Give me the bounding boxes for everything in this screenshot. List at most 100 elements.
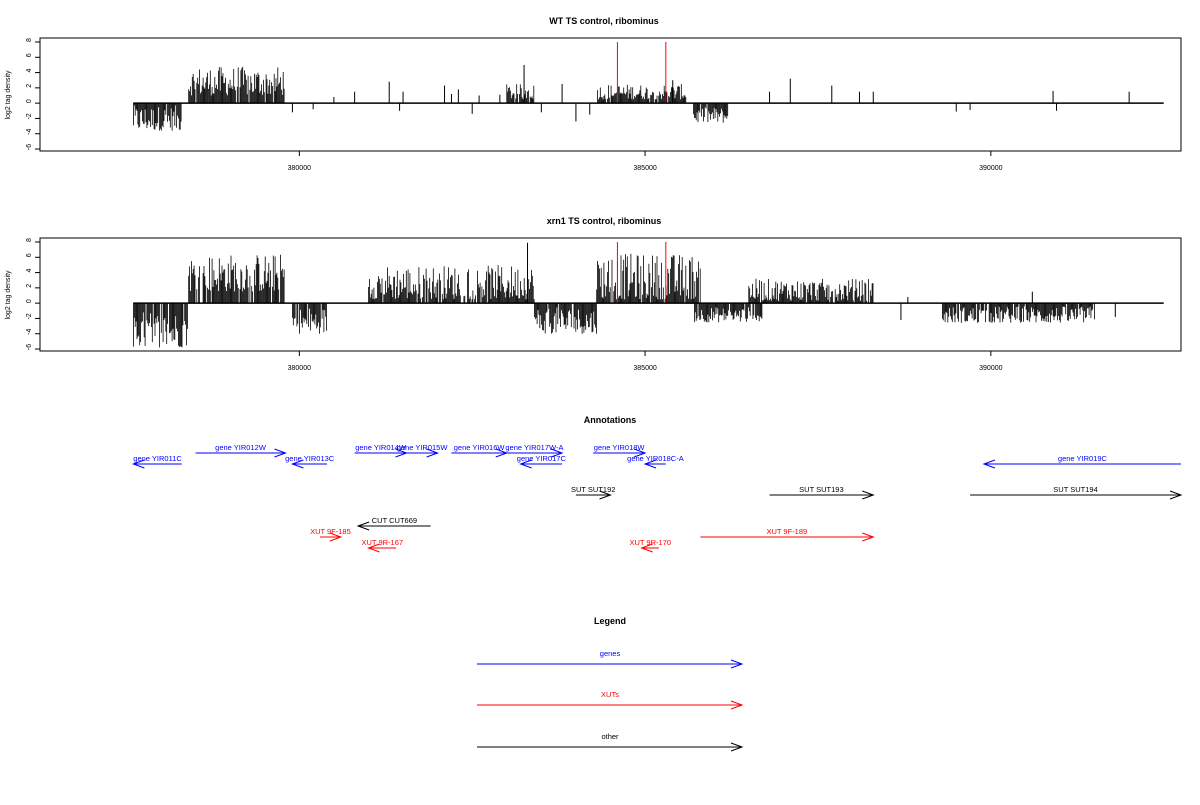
y-tick-label: 6 (26, 253, 33, 257)
legend-label: XUTs (601, 690, 619, 699)
y-tick-label: -2 (26, 113, 33, 119)
feature-label: gene YIR019C (1058, 454, 1108, 463)
annotation-feature: SUT SUT194 (970, 485, 1183, 500)
annotation-feature: gene YIR018C-A (627, 454, 684, 469)
feature-label: gene YIR018C-A (627, 454, 684, 463)
feature-arrow-arrowhead (640, 543, 653, 553)
legend-items: genes XUTs other (477, 649, 744, 752)
feature-label: gene YIR014W (355, 443, 407, 452)
x-tick-label: 380000 (288, 365, 311, 372)
feature-label: XUT 9R-167 (362, 538, 404, 547)
feature-arrow-arrowhead (1169, 490, 1183, 500)
annotation-feature: SUT SUT193 (769, 485, 875, 500)
feature-arrow-arrowhead (426, 448, 440, 458)
wt-density-panel: WT TS control, ribominus log2 tag densit… (5, 16, 1182, 172)
feature-label: gene YIR011C (133, 454, 182, 463)
annotation-feature: XUT 9F-185 (310, 527, 351, 542)
y-tick-label: 8 (26, 38, 33, 42)
feature-label: gene YIR015W (397, 443, 449, 452)
feature-arrow-arrowhead (862, 532, 875, 542)
feature-label: gene YIR013C (285, 454, 335, 463)
feature-arrow-arrowhead (356, 521, 370, 531)
annotation-feature: gene YIR014W (354, 443, 408, 458)
legend-item: XUTs (477, 690, 744, 710)
xrn1-y-axis-label: log2 tag density (5, 270, 12, 320)
feature-label: SUT SUT193 (799, 485, 843, 494)
y-tick-label: 4 (26, 269, 33, 273)
y-tick-label: 6 (26, 53, 33, 57)
feature-label: gene YIR017C (517, 454, 567, 463)
feature-label: gene YIR017W-A (505, 443, 563, 452)
feature-arrow-arrowhead (290, 459, 304, 469)
xrn1-y-axis: 8 6 4 2 0 -2 -4 -6 (26, 238, 40, 350)
annotation-feature: XUT 9F-189 (700, 527, 875, 542)
annotation-feature: CUT CUT669 (356, 516, 431, 531)
feature-list: gene YIR011C gene YIR012W gene YIR013C gene… (131, 443, 1183, 553)
y-tick-label: 4 (26, 69, 33, 73)
feature-label: XUT 9F-185 (310, 527, 351, 536)
y-tick-label: 8 (26, 238, 33, 242)
legend-arrow-arrowhead (730, 742, 744, 752)
annotation-feature: gene YIR017W-A (505, 443, 564, 458)
feature-arrow-arrowhead (367, 543, 380, 553)
xrn1-panel-title: xrn1 TS control, ribominus (547, 216, 662, 226)
y-tick-label: -6 (26, 344, 33, 350)
xrn1-plot-frame (39, 237, 1182, 352)
feature-label: CUT CUT669 (372, 516, 417, 525)
feature-label: gene YIR012W (215, 443, 267, 452)
feature-arrow-arrowhead (329, 532, 343, 542)
feature-label: SUT SUT194 (1053, 485, 1097, 494)
annotation-feature: XUT 9R-167 (362, 538, 404, 553)
feature-arrow-arrowhead (862, 490, 875, 500)
feature-arrow-arrowhead (395, 448, 408, 458)
x-tick-label: 390000 (979, 365, 1002, 372)
x-tick-label: 390000 (979, 165, 1002, 172)
x-tick-label: 385000 (633, 365, 656, 372)
x-tick-label: 380000 (288, 165, 311, 172)
legend-label: genes (600, 649, 621, 658)
y-tick-label: -4 (26, 129, 33, 135)
xrn1-density-bars (132, 242, 1116, 348)
y-tick-label: -2 (26, 313, 33, 319)
y-tick-label: 2 (26, 284, 33, 288)
y-tick-label: 0 (26, 99, 33, 103)
feature-arrow-arrowhead (599, 490, 612, 500)
annotation-feature: gene YIR018W (593, 443, 647, 458)
y-tick-label: 0 (26, 299, 33, 303)
annotation-feature: gene YIR013C (285, 454, 335, 469)
annotation-feature: SUT SUT192 (571, 485, 615, 500)
legend-arrow-arrowhead (730, 700, 744, 710)
legend: Legend genes XUTs other (477, 616, 744, 752)
wt-panel-title: WT TS control, ribominus (549, 16, 659, 26)
feature-arrow-arrowhead (550, 448, 564, 458)
feature-arrow-arrowhead (274, 448, 287, 458)
annotation-feature: gene YIR012W (195, 443, 287, 458)
x-tick-label: 385000 (633, 165, 656, 172)
annotation-feature: gene YIR015W (397, 443, 449, 458)
feature-label: gene YIR018W (594, 443, 646, 452)
feature-arrow-arrowhead (643, 459, 657, 469)
annotation-feature: gene YIR016W (451, 443, 509, 458)
y-tick-label: -4 (26, 329, 33, 335)
legend-label: other (601, 732, 619, 741)
feature-arrow-arrowhead (519, 459, 532, 469)
feature-label: XUT 9R-170 (629, 538, 671, 547)
xrn1-density-panel: xrn1 TS control, ribominus log2 tag dens… (5, 216, 1182, 372)
feature-label: SUT SUT192 (571, 485, 615, 494)
wt-density-bars (132, 42, 1130, 131)
wt-y-axis: 8 6 4 2 0 -2 -4 -6 (26, 38, 40, 150)
feature-arrow-arrowhead (131, 459, 145, 469)
legend-title: Legend (594, 616, 626, 626)
wt-y-axis-label: log2 tag density (5, 70, 12, 120)
feature-arrow-arrowhead (982, 459, 996, 469)
xrn1-x-axis: 380000 385000 390000 (288, 351, 1003, 372)
annotation-feature: XUT 9R-170 (629, 538, 671, 553)
y-tick-label: 2 (26, 84, 33, 88)
wt-plot-frame (39, 37, 1182, 152)
annotation-feature: gene YIR017C (517, 454, 567, 469)
legend-arrow-arrowhead (730, 659, 744, 669)
wt-x-axis: 380000 385000 390000 (288, 151, 1003, 172)
